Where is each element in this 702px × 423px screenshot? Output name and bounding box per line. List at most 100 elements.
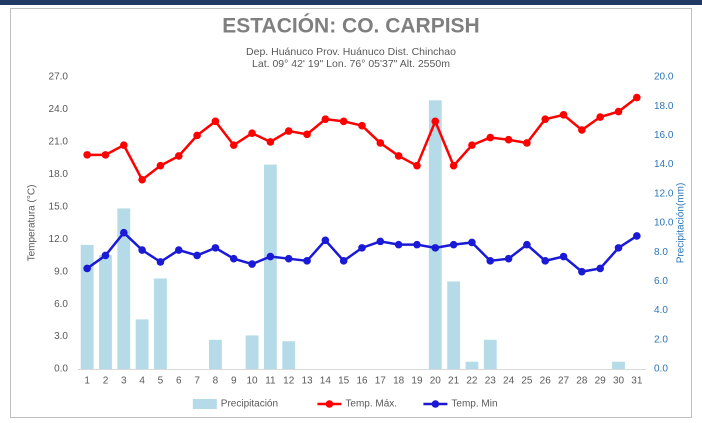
legend-label: Precipitación: [221, 399, 278, 410]
y-tick-label: 15.0: [49, 201, 69, 212]
marker: [229, 254, 238, 263]
legend-marker: [325, 400, 334, 408]
x-tick-label: 3: [121, 376, 127, 387]
x-tick-label: 20: [430, 376, 442, 387]
legend-label: Temp. Min: [451, 399, 497, 410]
marker: [284, 254, 293, 263]
marker: [614, 107, 623, 116]
marker: [266, 138, 275, 146]
y2-tick-label: 12.0: [654, 188, 674, 199]
x-tick-label: 16: [356, 376, 368, 387]
x-tick-label: 13: [301, 376, 313, 387]
y-tick-label: 0.0: [54, 364, 68, 375]
y2-tick-label: 6.0: [654, 276, 668, 287]
y-tick-label: 27.0: [49, 72, 69, 83]
marker: [138, 175, 146, 184]
y2-tick-label: 4.0: [654, 305, 668, 316]
marker: [559, 252, 568, 261]
marker: [248, 260, 256, 268]
bar: [154, 278, 167, 369]
x-tick-label: 24: [503, 376, 515, 387]
marker: [83, 264, 91, 273]
legend-swatch: [192, 399, 217, 409]
x-tick-label: 27: [558, 376, 570, 387]
x-tick-label: 17: [375, 376, 387, 387]
marker: [120, 141, 128, 149]
legend-marker: [431, 400, 440, 408]
marker: [339, 257, 348, 265]
y-axis-label: Temperatura (°C): [27, 185, 38, 262]
marker: [138, 246, 146, 254]
marker: [101, 151, 110, 159]
chart-title: ESTACIÓN: CO. CARPISH: [222, 14, 479, 38]
marker: [211, 117, 220, 126]
marker: [358, 244, 366, 252]
marker: [248, 129, 256, 138]
marker: [449, 161, 458, 170]
bar: [428, 100, 442, 370]
marker: [523, 139, 531, 147]
bar: [447, 281, 461, 369]
x-tick-label: 10: [247, 376, 259, 387]
y-tick-label: 24.0: [49, 104, 69, 115]
marker: [504, 135, 513, 144]
subtitle: Lat. 09° 42' 19" Lon. 76° 05'37" Alt. 25…: [252, 58, 450, 70]
bar: [245, 335, 259, 369]
x-tick-label: 2: [103, 376, 109, 387]
marker: [541, 115, 550, 123]
marker: [431, 117, 440, 126]
y2-tick-label: 20.0: [654, 72, 674, 83]
marker: [339, 117, 348, 126]
marker: [156, 161, 165, 170]
marker: [156, 258, 165, 266]
marker: [413, 240, 421, 249]
marker: [358, 121, 366, 130]
bar: [465, 361, 479, 369]
marker: [596, 264, 604, 273]
legend-label: Temp. Máx.: [345, 399, 397, 410]
marker: [596, 113, 604, 121]
y-tick-label: 6.0: [54, 299, 68, 310]
x-tick-label: 30: [613, 376, 625, 387]
marker: [468, 238, 476, 247]
y2-tick-label: 14.0: [654, 159, 674, 170]
marker: [486, 133, 495, 142]
marker: [394, 240, 403, 249]
marker: [413, 161, 421, 170]
y2-tick-label: 16.0: [654, 130, 674, 141]
marker: [193, 131, 201, 140]
x-tick-label: 21: [448, 376, 460, 387]
x-tick-label: 4: [139, 376, 145, 387]
x-tick-label: 25: [521, 376, 533, 387]
x-tick-label: 7: [194, 376, 200, 387]
chart-border: [10, 8, 692, 418]
marker: [504, 254, 513, 263]
y-tick-label: 12.0: [49, 234, 69, 245]
marker: [394, 152, 403, 160]
marker: [120, 228, 128, 237]
x-tick-label: 1: [84, 376, 90, 387]
bar: [99, 255, 112, 369]
x-tick-label: 28: [576, 376, 588, 387]
marker: [559, 111, 568, 119]
x-tick-label: 22: [466, 376, 478, 387]
marker: [174, 246, 183, 254]
marker: [284, 127, 293, 135]
x-tick-label: 31: [631, 376, 643, 387]
marker: [578, 126, 586, 134]
bar: [80, 244, 94, 369]
marker: [431, 244, 440, 252]
marker: [486, 257, 495, 265]
bar: [263, 164, 277, 369]
x-tick-label: 23: [485, 376, 497, 387]
marker: [449, 240, 458, 249]
marker: [468, 141, 476, 149]
y-tick-label: 18.0: [49, 169, 69, 180]
x-tick-label: 9: [231, 376, 237, 387]
marker: [193, 251, 201, 260]
x-tick-label: 8: [213, 376, 219, 387]
x-tick-label: 26: [540, 376, 552, 387]
bar: [135, 319, 149, 369]
x-tick-label: 11: [265, 376, 276, 387]
